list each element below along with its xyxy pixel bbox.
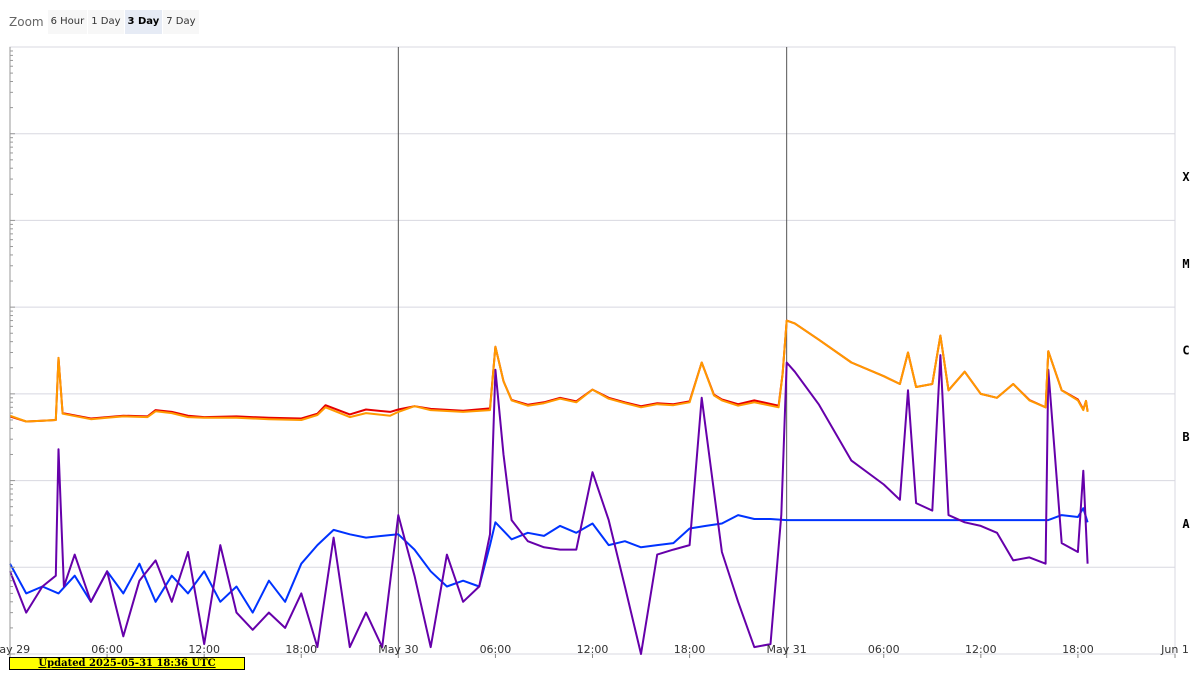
x-tick-label: 12:00 [577, 643, 609, 656]
x-tick-label: 18:00 [1062, 643, 1094, 656]
x-tick-label: 12:00 [188, 643, 220, 656]
long-secondary-line [9, 319, 1089, 423]
x-tick-label: 18:00 [285, 643, 317, 656]
axis-layer: May 29 06:00 12:00 18:00 May 30 06:00 12:00 18:… [0, 47, 1190, 658]
zoom-bar: Zoom 6 Hour 1 Day 3 Day 7 Day [9, 9, 200, 34]
flare-class-label: M [1182, 257, 1189, 271]
x-tick-label: Jun 1 [1160, 643, 1189, 656]
flare-class-label: B [1182, 430, 1189, 444]
zoom-7-day-button[interactable]: 7 Day [163, 9, 199, 34]
long-primary-line [9, 319, 1089, 423]
x-tick-label: 12:00 [965, 643, 997, 656]
zoom-label: Zoom [9, 14, 44, 29]
flare-class-label: X [1182, 170, 1190, 184]
x-tick-label: May 29 [0, 643, 30, 656]
zoom-1-day-button[interactable]: 1 Day [88, 9, 124, 34]
series-layer [9, 319, 1089, 655]
x-tick-label: 06:00 [91, 643, 123, 656]
updated-timestamp: Updated 2025-05-31 18:36 UTC [9, 657, 245, 670]
x-tick-label: May 31 [767, 643, 807, 656]
short-secondary-line [9, 354, 1089, 655]
x-tick-label: 06:00 [480, 643, 512, 656]
short-primary-line [9, 507, 1089, 614]
flare-class-label: C [1182, 344, 1189, 358]
x-tick-label: 06:00 [868, 643, 900, 656]
x-tick-label: May 30 [378, 643, 418, 656]
x-tick-label: 18:00 [674, 643, 706, 656]
zoom-3-day-button[interactable]: 3 Day [124, 9, 163, 34]
zoom-6-hour-button[interactable]: 6 Hour [47, 9, 88, 34]
flare-class-label: A [1182, 517, 1190, 531]
